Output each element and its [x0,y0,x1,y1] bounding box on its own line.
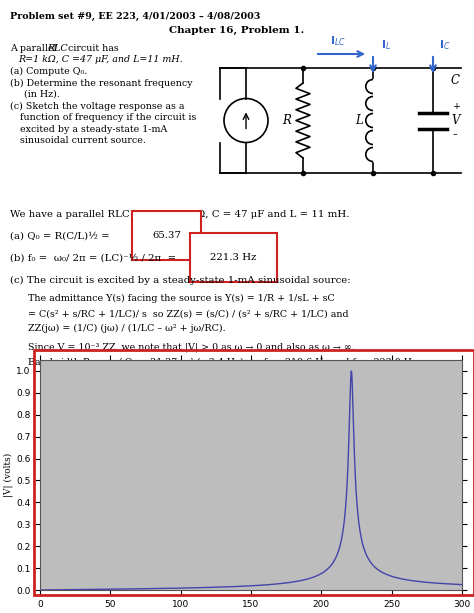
Text: $\mathbf{I}_{L}$: $\mathbf{I}_{L}$ [381,38,391,52]
Text: 65.37: 65.37 [152,231,181,240]
Text: L: L [355,114,363,127]
Text: RLC: RLC [47,44,68,53]
Text: A parallel: A parallel [10,44,60,53]
Text: circuit has: circuit has [65,44,119,53]
Text: (a) Q₀ = R(C/L)½ =: (a) Q₀ = R(C/L)½ = [10,232,113,241]
Text: (c) The circuit is excited by a steady-state 1-mA sinusoidal source:: (c) The circuit is excited by a steady-s… [10,276,351,285]
Text: excited by a steady-state 1-mA: excited by a steady-state 1-mA [20,124,167,134]
Text: (b) f₀ =  ω₀/ 2π = (LC)⁻½ / 2π  =: (b) f₀ = ω₀/ 2π = (LC)⁻½ / 2π = [10,254,179,263]
Text: C: C [451,74,460,86]
Text: 221.3 Hz: 221.3 Hz [210,253,256,262]
Text: (a) Compute Q₀.: (a) Compute Q₀. [10,67,87,76]
Text: Chapter 16, Problem 1.: Chapter 16, Problem 1. [169,26,305,35]
Text: ZZ(jω) = (1/C) (jω) / (1/LC – ω² + jω/RC).: ZZ(jω) = (1/C) (jω) / (1/LC – ω² + jω/RC… [28,324,226,333]
Text: (in Hz).: (in Hz). [24,90,60,99]
Text: Bandwidth B = ω₀ / Q₀ = 21.27 s⁻¹ (≈3.4 Hz)  ⇒  f₁ = 219.6 Hz and f₂ = 223.0 Hz: Bandwidth B = ω₀ / Q₀ = 21.27 s⁻¹ (≈3.4 … [28,358,417,367]
Y-axis label: |V| (volts): |V| (volts) [3,453,13,497]
Text: V: V [451,114,459,127]
Text: R=1 kΩ, C =47 μF, and L=11 mH.: R=1 kΩ, C =47 μF, and L=11 mH. [18,56,182,64]
Text: function of frequency if the circuit is: function of frequency if the circuit is [20,113,196,122]
Text: The admittance Υ(s) facing the source is Υ(s) = 1/R + 1/sL + sC: The admittance Υ(s) facing the source is… [28,294,335,303]
Text: R: R [283,114,292,127]
Text: (b) Determine the resonant frequency: (b) Determine the resonant frequency [10,78,192,88]
Text: = C(s² + s/RC + 1/LC)/ s  so ZZ(s) = (s/C) / (s² + s/RC + 1/LC) and: = C(s² + s/RC + 1/LC)/ s so ZZ(s) = (s/C… [28,310,348,319]
Text: (c) Sketch the voltage response as a: (c) Sketch the voltage response as a [10,102,184,110]
Text: $\mathbf{I}_{LC}$: $\mathbf{I}_{LC}$ [330,34,346,48]
Text: –: – [453,130,458,139]
Text: Since V = 10⁻³ ZZ, we note that |V| > 0 as ω → 0 and also as ω → ∞.: Since V = 10⁻³ ZZ, we note that |V| > 0 … [28,342,355,351]
Text: We have a parallel RLC with R = 1 kΩ, C = 47 μF and L = 11 mH.: We have a parallel RLC with R = 1 kΩ, C … [10,210,349,219]
Text: +: + [453,102,461,111]
Text: $\mathbf{I}_{C}$: $\mathbf{I}_{C}$ [439,38,450,52]
Text: sinusoidal current source.: sinusoidal current source. [20,136,146,145]
Text: Problem set #9, EE 223, 4/01/2003 – 4/08/2003: Problem set #9, EE 223, 4/01/2003 – 4/08… [10,12,260,21]
